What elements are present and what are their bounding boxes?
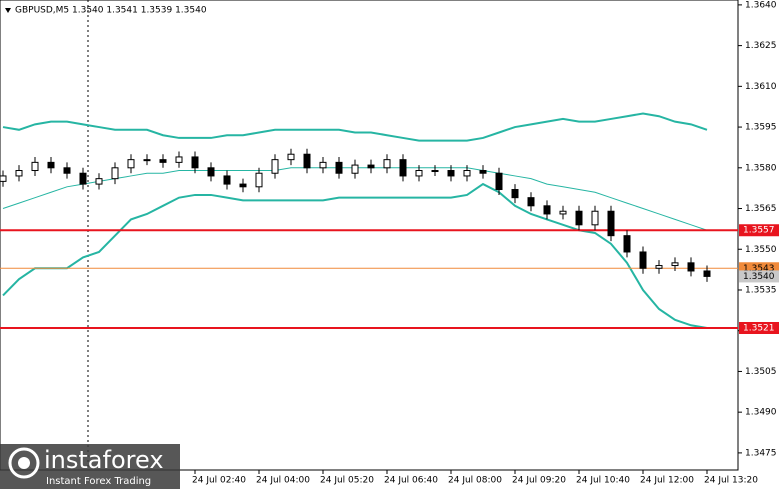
candle-body <box>383 159 391 169</box>
x-tick-label: 24 Jul 08:00 <box>448 476 502 486</box>
y-tick-label: 1.3505 <box>745 367 777 377</box>
candle-body <box>95 178 103 185</box>
candle-body <box>575 210 583 226</box>
candle-body <box>127 159 135 169</box>
candle-body <box>495 172 503 191</box>
y-tick-label: 1.3580 <box>745 163 777 173</box>
candle-body <box>639 251 647 269</box>
candle-body <box>463 170 471 177</box>
candle-body <box>591 210 599 226</box>
x-tick-label: 24 Jul 12:00 <box>640 476 694 486</box>
level-label-bg <box>739 224 779 237</box>
y-tick-label: 1.3550 <box>745 245 777 255</box>
candle-body <box>607 210 615 237</box>
y-tick-label: 1.3625 <box>745 41 777 51</box>
level-label: 1.3557 <box>743 226 775 236</box>
candle-body <box>0 175 7 182</box>
watermark-brand: instaforex <box>44 446 164 474</box>
y-tick-label: 1.3475 <box>745 448 777 458</box>
candle-body <box>399 159 407 177</box>
candle-body <box>543 205 551 215</box>
candle-body <box>351 164 359 174</box>
level-label-bg <box>739 270 779 283</box>
y-tick-label: 1.3640 <box>745 0 777 10</box>
candle-body <box>655 265 663 269</box>
candle-body <box>415 170 423 177</box>
watermark-logo <box>8 447 40 479</box>
level-label: 1.3521 <box>743 323 775 333</box>
y-tick-label: 1.3490 <box>745 408 777 418</box>
x-tick-label: 24 Jul 13:20 <box>704 476 758 486</box>
watermark-tagline: Instant Forex Trading <box>46 476 151 487</box>
candle-body <box>511 189 519 199</box>
x-tick-label: 24 Jul 06:40 <box>384 476 438 486</box>
candle-body <box>207 167 215 177</box>
y-tick-label: 1.3595 <box>745 123 777 133</box>
candle-body <box>31 161 39 172</box>
watermark: instaforex Instant Forex Trading <box>0 444 180 489</box>
plot-frame <box>0 0 739 471</box>
candle-body <box>447 170 455 177</box>
candle-body <box>159 159 167 163</box>
y-tick-label: 1.3610 <box>745 82 777 92</box>
candle-body <box>319 161 327 169</box>
candle-body <box>687 262 695 272</box>
candle-body <box>367 164 375 169</box>
level-label-bg <box>739 321 779 334</box>
band-line <box>2 112 708 142</box>
level-label: 1.3540 <box>743 272 775 282</box>
candle-body <box>431 170 439 173</box>
candle-body <box>79 172 87 185</box>
candle-body <box>255 172 263 188</box>
x-tick-label: 24 Jul 09:20 <box>512 476 566 486</box>
candle-body <box>191 156 199 169</box>
candle-body <box>671 262 679 267</box>
candle-body <box>223 175 231 185</box>
candle-body <box>15 170 23 177</box>
chart-title: GBPUSD,M5 1.3540 1.3541 1.3539 1.3540 <box>15 6 207 16</box>
level-label: 1.3543 <box>743 264 775 274</box>
x-tick-label: 24 Jul 10:40 <box>576 476 630 486</box>
candle-body <box>623 235 631 253</box>
x-tick-label: 24 Jul 02:40 <box>192 476 246 486</box>
watermark-logo-core <box>18 457 30 469</box>
x-tick-label: 24 Jul 04:00 <box>256 476 310 486</box>
candle-body <box>559 210 567 215</box>
candle-body <box>527 197 535 207</box>
candle-body <box>143 159 151 162</box>
y-tick-label: 1.3535 <box>745 285 777 295</box>
candle-body <box>63 167 71 174</box>
candle-body <box>47 161 55 169</box>
candle-body <box>175 156 183 163</box>
candle-body <box>303 153 311 169</box>
candle-body <box>287 153 295 161</box>
y-tick-label: 1.3565 <box>745 204 777 214</box>
candle-body <box>703 270 711 277</box>
candle-body <box>479 170 487 174</box>
x-tick-label: 24 Jul 05:20 <box>320 476 374 486</box>
candle-body <box>271 159 279 174</box>
candle-body <box>335 161 343 174</box>
candle-body <box>239 183 247 188</box>
candle-body <box>111 167 119 180</box>
title-arrow <box>5 8 11 13</box>
